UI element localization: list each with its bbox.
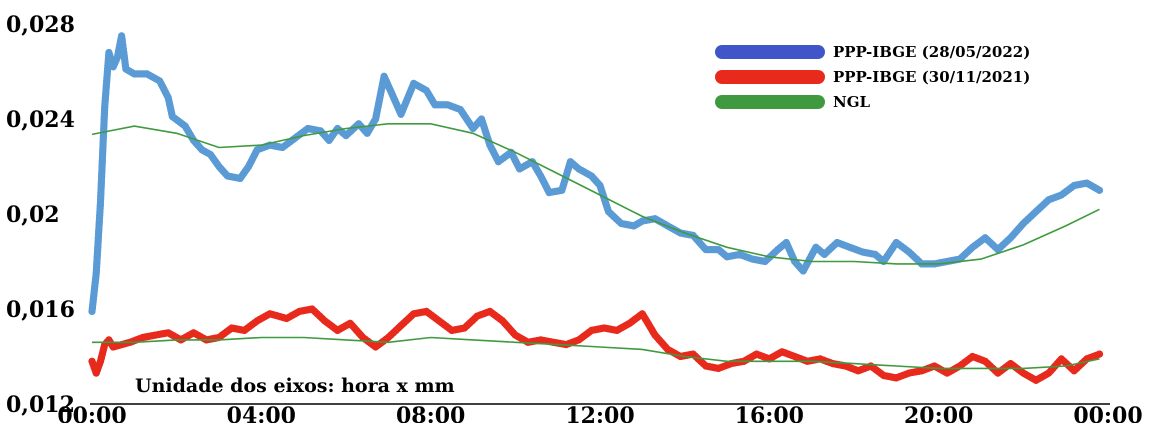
y-tick-label: 0,016: [6, 297, 75, 323]
x-tick-label: 16:00: [735, 403, 804, 423]
x-tick-label: 00:00: [1073, 403, 1142, 423]
data-point: [1095, 350, 1104, 358]
legend: PPP-IBGE (28/05/2022) PPP-IBGE (30/11/202…: [715, 43, 1030, 111]
series-ppp-ibge-30-11-2021: [88, 305, 1104, 384]
y-tick-label: 0,02: [6, 202, 60, 228]
x-tick-labels: 00:00 04:00 08:00 12:00 16:00 20:00 00:00: [57, 403, 1142, 423]
legend-label: NGL: [833, 93, 871, 111]
y-tick-label: 0,028: [6, 12, 75, 38]
y-tick-label: 0,024: [6, 107, 75, 133]
legend-swatch: [715, 45, 825, 59]
legend-label: PPP-IBGE (30/11/2021): [833, 68, 1030, 86]
ngl-line: [91, 123, 1100, 265]
y-tick-labels: 0,012 0,016 0,02 0,024 0,028: [6, 12, 75, 418]
data-point: [1095, 186, 1104, 194]
legend-label: PPP-IBGE (28/05/2022): [833, 43, 1030, 61]
axis-units-annotation: Unidade dos eixos: hora x mm: [135, 375, 455, 397]
legend-swatch: [715, 70, 825, 84]
legend-swatch: [715, 95, 825, 109]
legend-item: NGL: [715, 93, 871, 111]
ngl-line: [92, 336, 1100, 370]
x-tick-label: 12:00: [565, 403, 634, 423]
series-ngl: [91, 123, 1100, 370]
legend-item: PPP-IBGE (30/11/2021): [715, 68, 1030, 86]
series-ppp-ibge-28-05-2022: [88, 32, 1104, 315]
legend-item: PPP-IBGE (28/05/2022): [715, 43, 1030, 61]
series-layer: [88, 32, 1104, 384]
x-tick-label: 00:00: [57, 403, 126, 423]
x-tick-label: 04:00: [227, 403, 296, 423]
x-tick-label: 20:00: [904, 403, 973, 423]
x-tick-label: 08:00: [396, 403, 465, 423]
y-tick-label: 0,012: [6, 392, 75, 418]
